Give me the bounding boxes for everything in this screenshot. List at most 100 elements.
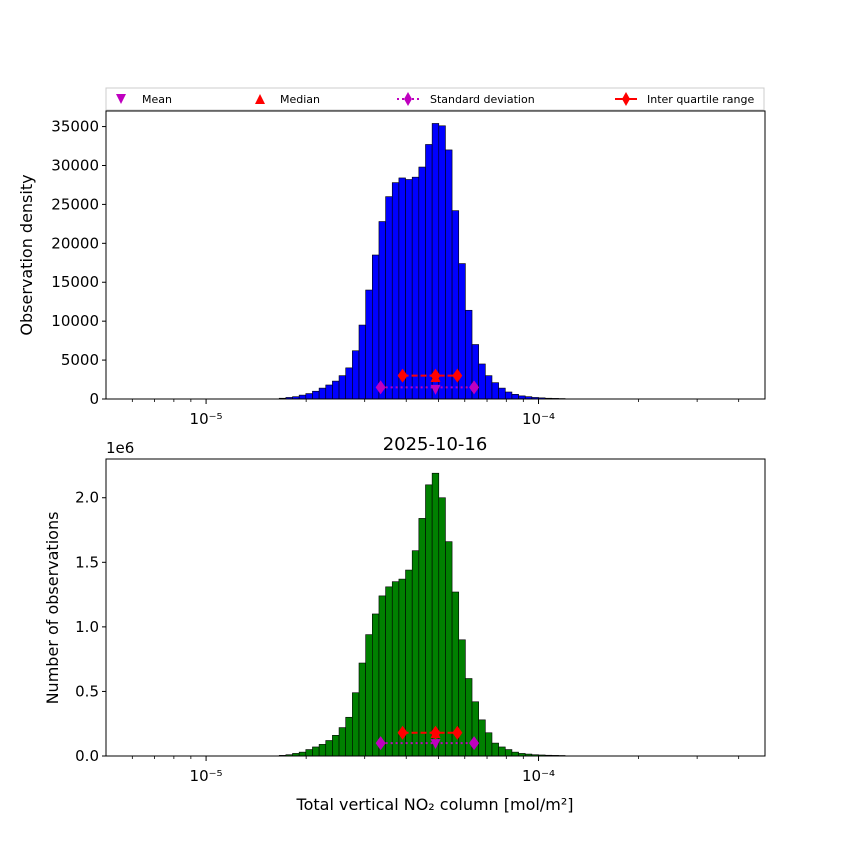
bottom-histogram-bar <box>298 751 307 757</box>
bottom-histogram-bar <box>425 484 433 757</box>
top-iqr-low-marker <box>397 368 408 383</box>
bottom-histogram-bar <box>345 716 353 757</box>
bottom-histogram-bar <box>385 586 393 757</box>
top-histogram-bar <box>418 166 426 400</box>
top-histogram-bar <box>438 125 446 400</box>
top-y-tick-label: 20000 <box>51 234 99 252</box>
top-y-tick-label: 25000 <box>51 195 99 213</box>
bottom-axes-frame <box>105 458 766 757</box>
top-histogram-bar <box>391 182 400 400</box>
bottom-histogram-bar <box>445 541 453 757</box>
top-histogram-bar <box>445 149 453 400</box>
bottom-iqr-low-marker <box>397 725 408 740</box>
top-histogram-bar <box>411 176 420 400</box>
bottom-histogram-bar <box>504 749 513 757</box>
bottom-axes: 0.0 0.5 1.0 1.5 2.0 10⁻⁵ 10⁻⁴ <box>75 458 766 785</box>
bottom-histogram-bar <box>365 634 373 757</box>
legend-mean-label: Mean <box>142 93 172 106</box>
top-y-tick-label: 0 <box>89 390 99 408</box>
bottom-mean-marker <box>430 739 441 750</box>
bottom-histogram-bar <box>418 518 426 757</box>
bottom-subplot: 0.0 0.5 1.0 1.5 2.0 10⁻⁵ 10⁻⁴ 2025-10-16 1e6 N… <box>43 434 766 814</box>
top-histogram-bar <box>504 391 513 400</box>
bottom-y-tick-label: 1.5 <box>75 553 99 571</box>
top-histogram-bar <box>385 196 393 400</box>
bottom-x-tick-label: 10⁻⁵ <box>190 767 223 785</box>
top-histogram-bar <box>332 380 340 400</box>
top-y-tick-label: 10000 <box>51 312 99 330</box>
legend-mean-marker <box>116 94 126 104</box>
bottom-histogram-bar <box>312 746 320 757</box>
bottom-y-tick-label: 1.0 <box>75 618 99 636</box>
bottom-histogram-bar <box>318 744 327 757</box>
top-histogram-bar <box>318 387 327 400</box>
top-histogram-bar <box>365 289 373 400</box>
bottom-x-axis-label: Total vertical NO₂ column [mol/m²] <box>296 795 574 814</box>
top-y-axis-label: Observation density <box>17 174 36 335</box>
top-iqr-high-marker <box>452 368 463 383</box>
legend-frame <box>105 87 765 111</box>
top-x-tick-label: 10⁻⁵ <box>190 410 223 428</box>
top-histogram-bar <box>405 179 413 400</box>
bottom-histogram-bar <box>431 472 440 757</box>
bottom-stat-markers <box>375 725 480 751</box>
legend-iqr-marker <box>622 92 630 106</box>
top-histogram-bar <box>491 382 499 400</box>
bottom-chart-title: 2025-10-16 <box>383 434 488 455</box>
top-histogram-bar <box>511 394 519 400</box>
bottom-y-offset-text: 1e6 <box>106 439 134 457</box>
legend: Mean Median Standard deviation Inter qua… <box>105 87 765 111</box>
top-y-tick-label: 15000 <box>51 273 99 291</box>
top-histogram-bar <box>305 393 313 400</box>
top-histogram-bar <box>478 363 486 400</box>
top-histogram-bar <box>425 144 433 400</box>
bottom-histogram-bar <box>352 692 360 757</box>
top-y-tick-label: 30000 <box>51 156 99 174</box>
bottom-median-marker <box>430 728 441 739</box>
bottom-iqr-high-marker <box>452 725 463 740</box>
top-histogram-bar <box>298 394 307 400</box>
top-histogram-bar <box>371 254 380 400</box>
top-histogram-bars <box>278 123 566 400</box>
legend-iqr-label: Inter quartile range <box>647 93 754 106</box>
bottom-std-low-marker <box>375 736 386 751</box>
bottom-histogram-bar <box>491 742 499 757</box>
top-histogram-bar <box>378 221 386 400</box>
bottom-y-tick-label: 2.0 <box>75 489 99 507</box>
bottom-histogram-bar <box>478 719 486 757</box>
top-histogram-bar <box>338 375 347 400</box>
top-subplot: 0 5000 10000 15000 20000 25000 30000 35000 10⁻⁵ 1… <box>17 110 766 428</box>
bottom-y-tick-label: 0.0 <box>75 747 99 765</box>
top-histogram-bar <box>312 390 320 400</box>
top-histogram-bar <box>352 350 360 400</box>
top-std-high-marker <box>469 380 480 395</box>
top-histogram-bar <box>325 384 333 400</box>
top-mean-marker <box>430 384 441 395</box>
top-median-marker <box>430 371 441 382</box>
top-histogram-bar <box>498 387 506 400</box>
bottom-histogram-bar <box>485 732 493 757</box>
bottom-y-tick-label: 0.5 <box>75 682 99 700</box>
top-x-tick-label: 10⁻⁴ <box>522 410 555 428</box>
bottom-histogram-bar <box>358 662 366 757</box>
top-y-tick-label: 35000 <box>51 118 99 136</box>
bottom-std-high-marker <box>469 736 480 751</box>
legend-median-label: Median <box>280 93 320 106</box>
bottom-y-axis-label: Number of observations <box>43 512 62 705</box>
bottom-histogram-bar <box>511 751 519 757</box>
bottom-histogram-bar <box>378 595 386 757</box>
top-histogram-bar <box>358 324 366 400</box>
bottom-histogram-bar <box>371 613 380 757</box>
top-y-tick-label: 5000 <box>61 351 99 369</box>
bottom-histogram-bar <box>438 497 446 757</box>
bottom-histogram-bar <box>305 749 313 757</box>
top-stat-markers <box>375 368 480 395</box>
legend-std-marker <box>404 92 412 106</box>
bottom-histogram-bar <box>405 569 413 757</box>
bottom-x-tick-label: 10⁻⁴ <box>522 767 555 785</box>
legend-median-marker <box>255 94 265 104</box>
bottom-histogram-bar <box>411 550 420 757</box>
top-histogram-bar <box>431 123 440 400</box>
legend-std-label: Standard deviation <box>430 93 535 106</box>
